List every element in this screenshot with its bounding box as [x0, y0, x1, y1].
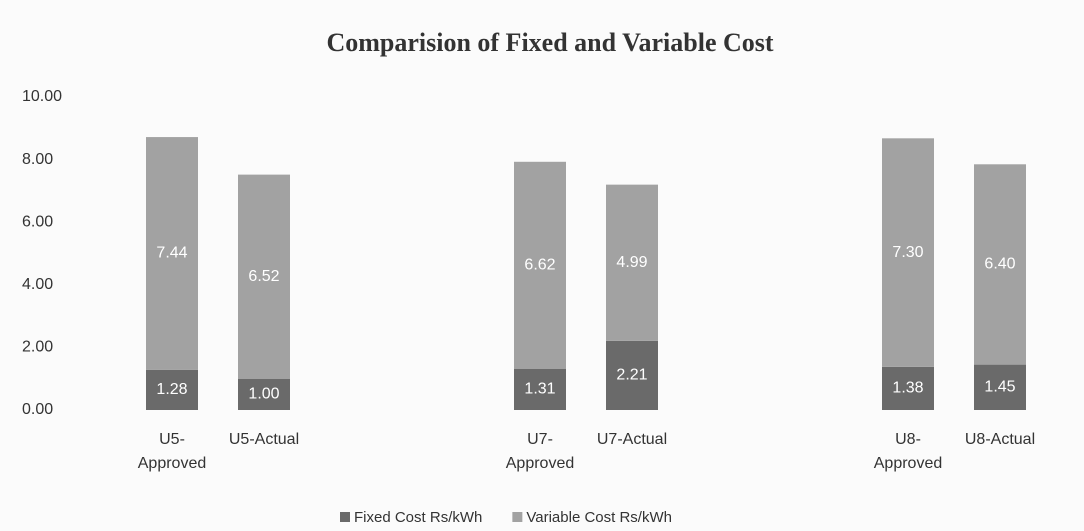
- bar-segment: [238, 378, 290, 410]
- chart-title: Comparision of Fixed and Variable Cost: [326, 28, 773, 57]
- data-label: 6.62: [524, 257, 555, 274]
- x-tick-label: U8- Approved: [874, 431, 943, 472]
- y-tick-label: 2.00: [22, 339, 53, 356]
- x-tick-label: U7- Approved: [506, 431, 575, 472]
- data-label: 2.21: [616, 367, 647, 384]
- x-tick-label: U5-Actual: [229, 431, 299, 448]
- x-tick-label: U7-Actual: [597, 431, 667, 448]
- bar-segment: [606, 184, 658, 341]
- x-tick-line: U5-: [159, 431, 185, 448]
- legend-label: Fixed Cost Rs/kWh: [354, 509, 482, 526]
- data-label: 7.30: [892, 244, 923, 261]
- data-label: 1.45: [984, 379, 1015, 396]
- data-label: 6.52: [248, 268, 279, 285]
- bar-segment: [882, 138, 934, 367]
- data-label: 4.99: [616, 254, 647, 271]
- data-label: 6.40: [984, 256, 1015, 273]
- bar-segment: [606, 340, 658, 410]
- data-label: 1.28: [156, 381, 187, 398]
- bar-segment: [146, 137, 198, 370]
- x-tick-line: U8-: [895, 431, 921, 448]
- data-label: 1.31: [524, 381, 555, 398]
- x-tick-line: Approved: [138, 455, 207, 472]
- bar-segment: [238, 174, 290, 379]
- y-tick-label: 0.00: [22, 401, 53, 418]
- bar-segment: [974, 164, 1026, 365]
- x-tick-line: Approved: [506, 455, 575, 472]
- bar-segment: [974, 364, 1026, 410]
- y-tick-label: 4.00: [22, 276, 53, 293]
- y-tick-label: 8.00: [22, 151, 53, 168]
- bar-segment: [146, 369, 198, 410]
- legend-label: Variable Cost Rs/kWh: [526, 509, 672, 526]
- bar-segment: [882, 366, 934, 410]
- legend-swatch: [512, 512, 523, 522]
- y-tick-label: 10.00: [22, 88, 62, 105]
- bar-segment: [514, 161, 566, 369]
- data-label: 1.00: [248, 386, 279, 403]
- y-tick-label: 6.00: [22, 213, 53, 230]
- data-label: 7.44: [156, 245, 187, 262]
- x-tick-label: U8-Actual: [965, 431, 1035, 448]
- legend-swatch: [340, 512, 350, 522]
- data-label: 1.38: [892, 380, 923, 397]
- x-tick-label: U5- Approved: [138, 431, 207, 472]
- x-tick-line: U7-: [527, 431, 553, 448]
- x-tick-line: Approved: [874, 455, 943, 472]
- bar-segment: [514, 368, 566, 410]
